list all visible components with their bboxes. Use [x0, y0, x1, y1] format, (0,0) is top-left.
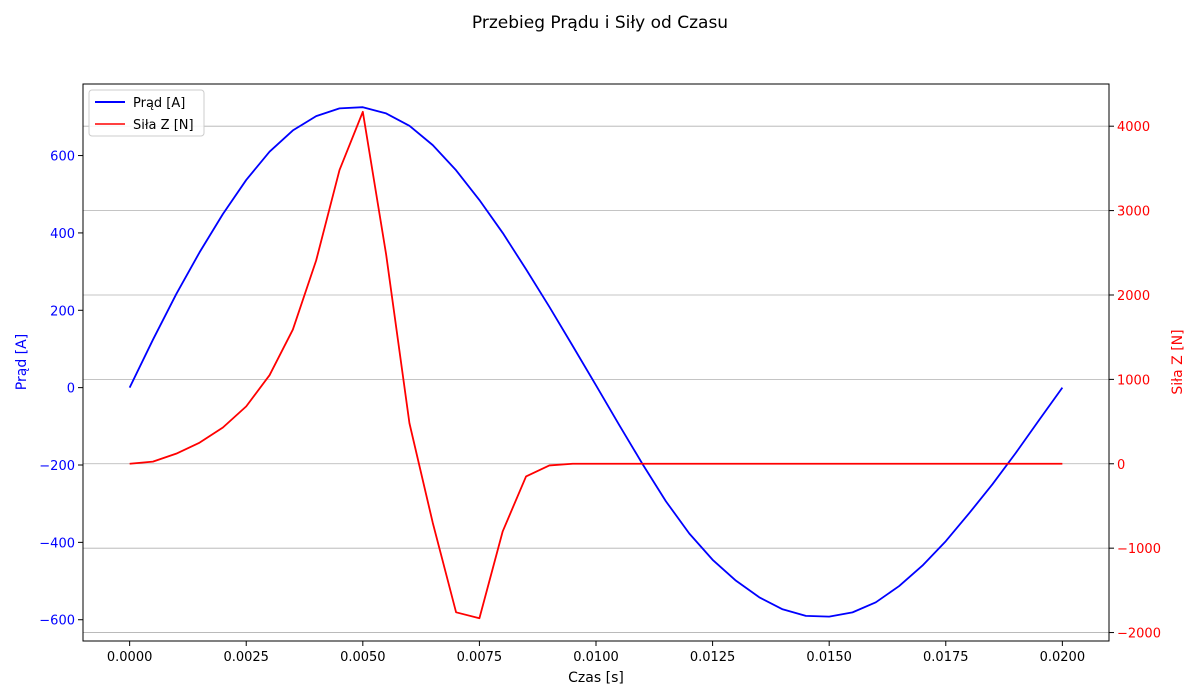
left-tick-label: 200 — [50, 304, 75, 319]
x-tick-label: 0.0100 — [573, 650, 619, 665]
right-tick-label: 1000 — [1117, 373, 1150, 388]
legend: Prąd [A] Siła Z [N] — [88, 89, 205, 137]
right-tick-label: −2000 — [1117, 627, 1161, 642]
x-tick-label: 0.0125 — [690, 650, 736, 665]
right-tick-label: −1000 — [1117, 542, 1161, 557]
left-axis-ticks: −600 −400 −200 0 200 400 600 — [39, 150, 83, 629]
left-tick-label: −200 — [39, 459, 75, 474]
series-line-prad — [128, 106, 1064, 618]
left-tick-label: 400 — [50, 227, 75, 242]
legend-label-sila: Siła Z [N] — [133, 118, 194, 133]
x-tick-label: 0.0075 — [457, 650, 503, 665]
left-tick-label: 0 — [67, 382, 75, 397]
x-tick-label: 0.0175 — [923, 650, 969, 665]
right-axis-ticks: −2000 −1000 0 1000 2000 3000 4000 — [1109, 120, 1161, 642]
x-axis-label: Czas [s] — [568, 670, 624, 686]
x-tick-label: 0.0000 — [107, 650, 153, 665]
right-tick-label: 2000 — [1117, 289, 1150, 304]
x-axis-ticks: 0.0000 0.0025 0.0050 0.0075 0.0100 0.0125 0.01… — [107, 641, 1085, 665]
left-tick-label: 600 — [50, 150, 75, 165]
x-tick-label: 0.0200 — [1040, 650, 1086, 665]
x-tick-label: 0.0150 — [806, 650, 852, 665]
right-tick-label: 0 — [1117, 458, 1125, 473]
chart-title: Przebieg Prądu i Siły od Czasu — [472, 13, 728, 33]
series-line-sila — [129, 110, 1063, 620]
right-axis-label: Siła Z [N] — [1170, 329, 1186, 394]
right-tick-label: 4000 — [1117, 120, 1150, 135]
series-layer — [128, 106, 1064, 620]
left-axis-label: Prąd [A] — [14, 334, 30, 390]
left-tick-label: −600 — [39, 614, 75, 629]
right-tick-label: 3000 — [1117, 205, 1150, 220]
x-tick-label: 0.0050 — [340, 650, 386, 665]
left-tick-label: −400 — [39, 536, 75, 551]
x-tick-label: 0.0025 — [223, 650, 269, 665]
legend-label-prad: Prąd [A] — [133, 96, 185, 111]
